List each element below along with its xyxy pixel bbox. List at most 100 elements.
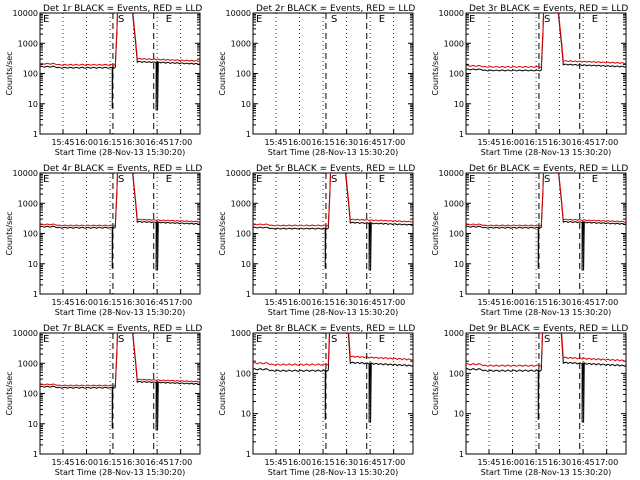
x-tick-label: 15:45 — [51, 298, 74, 307]
panel-1: Det 1r BLACK = Events, RED = LLD 1 10 100 10… — [5, 4, 202, 157]
panel-title: Det 3r BLACK = Events, RED = LLD — [469, 4, 628, 14]
event-marker-label: S — [544, 334, 550, 345]
y-axis-label: Counts/sec — [218, 211, 227, 255]
y-tick-label: 100 — [449, 70, 464, 79]
x-tick-label: 16:15 — [525, 458, 548, 467]
x-tick-label: 16:15 — [312, 458, 335, 467]
plot-frame — [39, 332, 201, 455]
event-marker-label: E — [592, 334, 598, 345]
panel-title: Det 5r BLACK = Events, RED = LLD — [256, 164, 415, 174]
y-tick-label: 10 — [28, 100, 38, 109]
x-tick-label: 16:45 — [359, 458, 382, 467]
y-tick-label: 10000 — [13, 169, 38, 178]
x-tick-label: 16:00 — [501, 138, 524, 147]
events-series-line — [466, 13, 626, 72]
plot-frame — [39, 12, 201, 135]
y-tick-label: 1 — [33, 450, 38, 459]
panel-3: Det 3r BLACK = Events, RED = LLD 1 10 100 10… — [431, 4, 628, 157]
x-tick-label: 16:45 — [359, 298, 382, 307]
event-marker-label: S — [544, 174, 550, 185]
lld-series-line — [466, 173, 626, 227]
y-axis-label: Counts/sec — [431, 211, 440, 255]
y-tick-label: 10 — [241, 260, 251, 269]
event-marker-label: E — [469, 334, 475, 345]
x-tick-label: 16:15 — [312, 298, 335, 307]
events-series-line — [253, 173, 413, 271]
x-axis-label: Start Time (28-Nov-13 15:30:20) — [55, 148, 185, 157]
y-axis-label: Counts/sec — [5, 51, 14, 95]
x-tick-label: 16:15 — [99, 138, 122, 147]
x-tick-label: 15:45 — [264, 298, 287, 307]
panel-9: Det 9r BLACK = Events, RED = LLD 1 10 100 10… — [431, 324, 628, 477]
lld-series-line — [40, 173, 200, 227]
x-tick-label: 16:30 — [122, 298, 145, 307]
y-tick-label: 1 — [459, 130, 464, 139]
x-tick-label: 17:00 — [169, 138, 192, 147]
y-tick-label: 10 — [241, 410, 251, 419]
x-tick-label: 16:30 — [548, 458, 571, 467]
y-tick-label: 10 — [454, 100, 464, 109]
y-tick-label: 1000 — [18, 39, 38, 48]
event-marker-label: E — [43, 334, 49, 345]
y-tick-label: 1 — [459, 290, 464, 299]
x-tick-label: 16:45 — [572, 458, 595, 467]
x-tick-label: 16:45 — [146, 138, 169, 147]
x-tick-label: 16:00 — [75, 298, 98, 307]
plot-frame — [465, 12, 627, 135]
x-tick-label: 16:30 — [548, 138, 571, 147]
event-marker-label: S — [118, 334, 124, 345]
lld-series-line — [466, 13, 626, 69]
event-marker-label: E — [166, 174, 172, 185]
event-marker-label: S — [544, 14, 550, 25]
x-tick-label: 16:30 — [548, 298, 571, 307]
x-tick-label: 16:00 — [501, 458, 524, 467]
panel-5: Det 5r BLACK = Events, RED = LLD 1 10 100 10… — [218, 164, 415, 317]
x-tick-label: 16:30 — [335, 298, 358, 307]
y-axis-label: Counts/sec — [5, 371, 14, 415]
events-series-line — [40, 173, 200, 271]
x-axis-label: Start Time (28-Nov-13 15:30:20) — [55, 308, 185, 317]
events-series-line — [466, 333, 626, 423]
x-tick-label: 17:00 — [595, 458, 618, 467]
plot-frame — [252, 172, 414, 295]
y-tick-label: 100 — [236, 230, 251, 239]
y-axis-label: Counts/sec — [218, 371, 227, 415]
y-tick-label: 10000 — [226, 169, 251, 178]
event-marker-label: E — [379, 334, 385, 345]
y-tick-label: 10 — [241, 100, 251, 109]
panel-8: Det 8r BLACK = Events, RED = LLD 1 10 100 10… — [218, 324, 415, 477]
plot-frame — [252, 12, 414, 135]
lld-series-line — [253, 333, 413, 366]
y-tick-label: 1000 — [444, 329, 464, 338]
x-tick-label: 17:00 — [169, 298, 192, 307]
event-marker-label: S — [331, 14, 337, 25]
x-tick-label: 16:00 — [75, 138, 98, 147]
y-tick-label: 100 — [23, 70, 38, 79]
x-tick-label: 16:15 — [525, 298, 548, 307]
events-series-line — [40, 333, 200, 431]
event-marker-label: S — [118, 174, 124, 185]
event-marker-label: E — [256, 174, 262, 185]
panel-title: Det 7r BLACK = Events, RED = LLD — [43, 324, 202, 334]
panel-4: Det 4r BLACK = Events, RED = LLD 1 10 100 10… — [5, 164, 202, 317]
y-tick-label: 10 — [28, 260, 38, 269]
x-tick-label: 16:45 — [572, 298, 595, 307]
x-tick-label: 17:00 — [382, 458, 405, 467]
lld-series-line — [253, 173, 413, 227]
x-tick-label: 16:00 — [288, 298, 311, 307]
x-tick-label: 16:00 — [501, 298, 524, 307]
events-series-line — [40, 13, 200, 111]
event-marker-label: E — [379, 14, 385, 25]
y-tick-label: 10000 — [439, 169, 464, 178]
panel-2: Det 2r BLACK = Events, RED = LLD 1 10 100 10… — [218, 4, 415, 157]
x-tick-label: 17:00 — [382, 298, 405, 307]
x-tick-label: 16:30 — [122, 138, 145, 147]
y-tick-label: 1000 — [231, 199, 251, 208]
event-marker-label: E — [43, 14, 49, 25]
y-tick-label: 100 — [449, 230, 464, 239]
plot-frame — [465, 332, 627, 455]
plot-area — [40, 333, 200, 431]
x-axis-label: Start Time (28-Nov-13 15:30:20) — [268, 148, 398, 157]
y-tick-label: 1000 — [444, 199, 464, 208]
y-tick-label: 1 — [459, 450, 464, 459]
